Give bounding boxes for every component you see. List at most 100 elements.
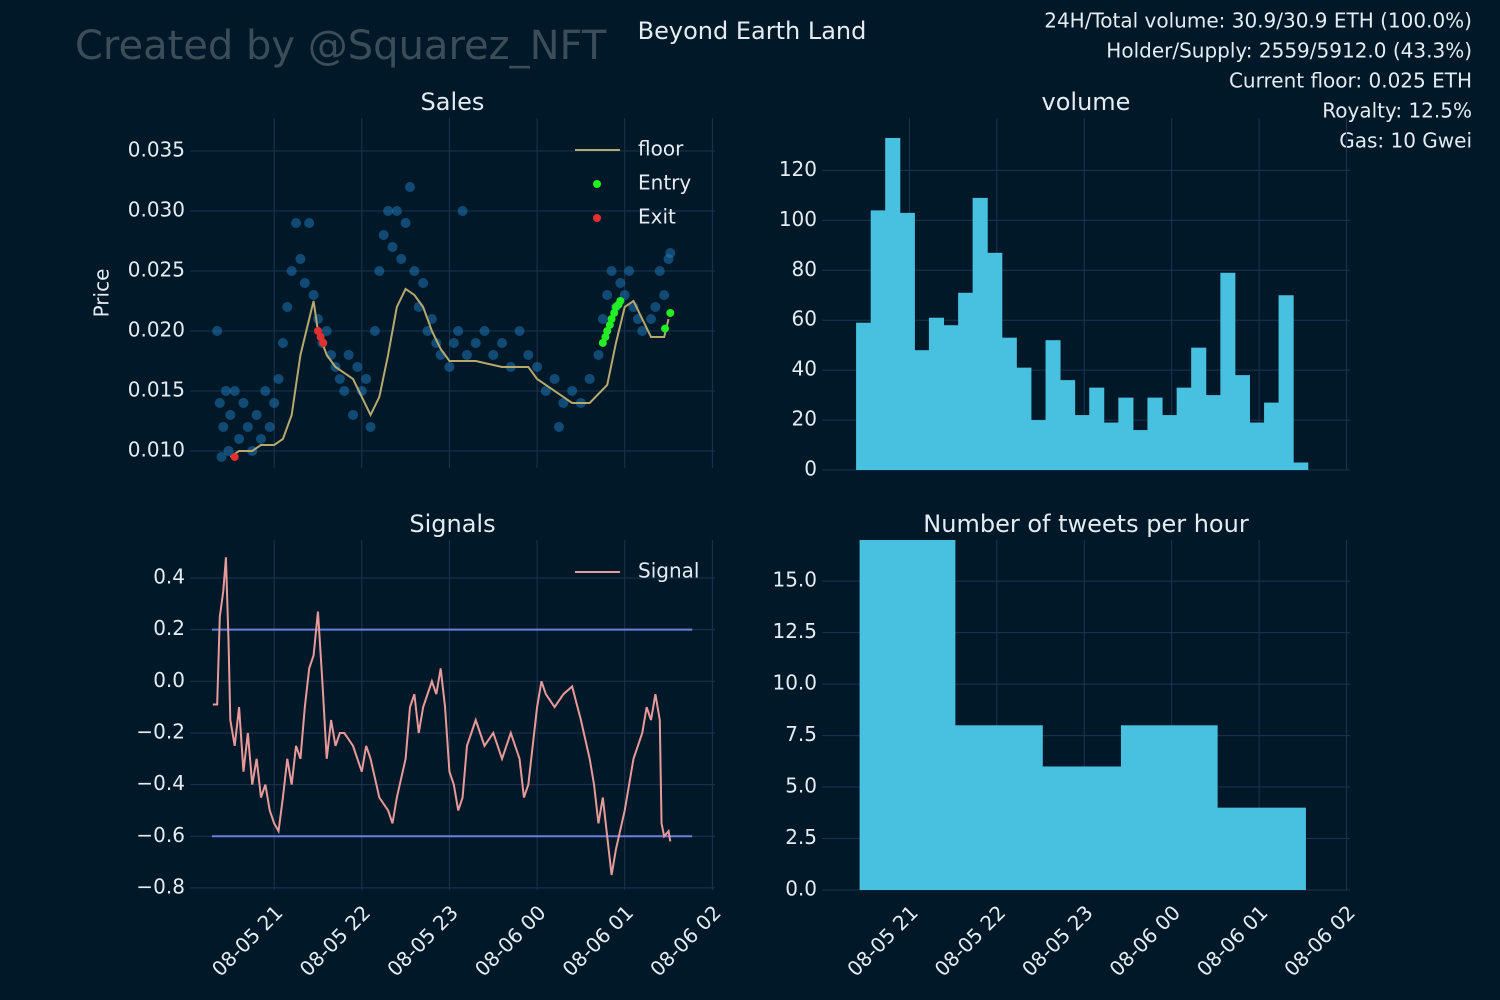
y-tick-label: 0.2 xyxy=(153,616,185,640)
signal-point xyxy=(319,338,328,347)
sale-point xyxy=(295,253,306,264)
y-tick-label: 0 xyxy=(804,457,817,481)
legend-marker xyxy=(593,180,601,188)
bar xyxy=(987,252,1003,470)
y-tick-label: 0.0 xyxy=(785,877,817,901)
sale-point xyxy=(383,205,394,216)
sale-point xyxy=(453,325,464,336)
sale-point xyxy=(225,409,236,420)
sale-point xyxy=(404,181,415,192)
sale-point xyxy=(216,451,227,462)
y-tick-label: −0.2 xyxy=(136,719,185,743)
sale-point xyxy=(251,409,262,420)
y-tick-label: 80 xyxy=(792,257,817,281)
info-line: Current floor: 0.025 ETH xyxy=(1229,69,1472,93)
signal-point xyxy=(601,332,610,341)
sale-point xyxy=(444,361,455,372)
bar xyxy=(1030,420,1047,470)
sale-point xyxy=(597,313,608,324)
sale-point xyxy=(264,421,275,432)
bar xyxy=(1234,375,1250,470)
sale-point xyxy=(223,445,234,456)
sale-point xyxy=(470,337,481,348)
sale-point xyxy=(361,373,372,384)
legend-marker xyxy=(593,214,601,222)
sale-point xyxy=(497,337,508,348)
y-tick-label: 12.5 xyxy=(772,619,817,643)
sale-point xyxy=(418,277,429,288)
sale-point xyxy=(374,265,385,276)
sale-point xyxy=(273,373,284,384)
sale-point xyxy=(214,397,225,408)
sale-point xyxy=(665,247,676,258)
y-tick-label: 0.0 xyxy=(153,668,185,692)
bar xyxy=(954,725,1043,890)
y-tick-label: 0.035 xyxy=(128,137,185,161)
sale-point xyxy=(282,301,293,312)
sale-point xyxy=(269,397,280,408)
signal-point xyxy=(661,324,670,333)
y-tick-label: 0.4 xyxy=(153,564,185,588)
sale-point xyxy=(654,265,665,276)
bar xyxy=(1060,380,1076,470)
sale-point xyxy=(277,337,288,348)
sale-point xyxy=(339,385,350,396)
signal-point xyxy=(313,326,322,335)
sale-point xyxy=(400,217,411,228)
bar xyxy=(1293,462,1309,470)
signal-point xyxy=(605,320,614,329)
sale-point xyxy=(584,373,595,384)
sale-point xyxy=(352,361,363,372)
sale-point xyxy=(593,349,604,360)
sale-point xyxy=(343,349,354,360)
bar xyxy=(1118,397,1134,470)
bar xyxy=(1205,395,1221,470)
sale-point xyxy=(255,433,266,444)
chart-title: Signals xyxy=(409,510,495,538)
y-tick-label: 10.0 xyxy=(772,671,817,695)
y-tick-label: 20 xyxy=(792,407,817,431)
bar xyxy=(914,350,930,470)
suptitle: Beyond Earth Land xyxy=(638,17,867,45)
sale-point xyxy=(646,313,657,324)
info-line: Royalty: 12.5% xyxy=(1322,99,1472,123)
sale-point xyxy=(369,325,380,336)
sale-point xyxy=(615,277,626,288)
sale-point xyxy=(334,373,345,384)
bar xyxy=(1045,340,1061,470)
legend-label: Entry xyxy=(638,171,691,195)
bar xyxy=(1217,807,1306,890)
bar xyxy=(1220,272,1236,470)
sale-point xyxy=(540,385,551,396)
bar xyxy=(870,210,886,471)
info-line: Holder/Supply: 2559/5912.0 (43.3%) xyxy=(1106,39,1472,63)
sale-point xyxy=(461,349,472,360)
signal-point xyxy=(603,326,612,335)
y-tick-label: 40 xyxy=(792,357,817,381)
signal-point xyxy=(598,338,607,347)
sale-point xyxy=(606,265,617,276)
floor-line xyxy=(229,287,670,458)
sale-point xyxy=(220,385,231,396)
sale-point xyxy=(558,397,569,408)
y-tick-label: 0.030 xyxy=(128,197,185,221)
sale-point xyxy=(212,325,223,336)
bar xyxy=(1264,402,1280,470)
y-tick-label: 60 xyxy=(792,307,817,331)
sale-point xyxy=(532,361,543,372)
sale-point xyxy=(291,217,302,228)
sale-point xyxy=(234,433,245,444)
bar xyxy=(1249,422,1265,470)
y-tick-label: 0.025 xyxy=(128,257,185,281)
bar xyxy=(928,317,945,470)
y-tick-label: 2.5 xyxy=(785,825,817,849)
y-tick-label: 0.020 xyxy=(128,317,185,341)
sale-point xyxy=(448,337,459,348)
bar xyxy=(1278,295,1294,470)
sale-point xyxy=(304,217,315,228)
signal-line xyxy=(212,557,672,876)
sale-point xyxy=(308,289,319,300)
sale-point xyxy=(650,301,661,312)
bar xyxy=(972,197,988,470)
y-tick-label: 7.5 xyxy=(785,722,817,746)
